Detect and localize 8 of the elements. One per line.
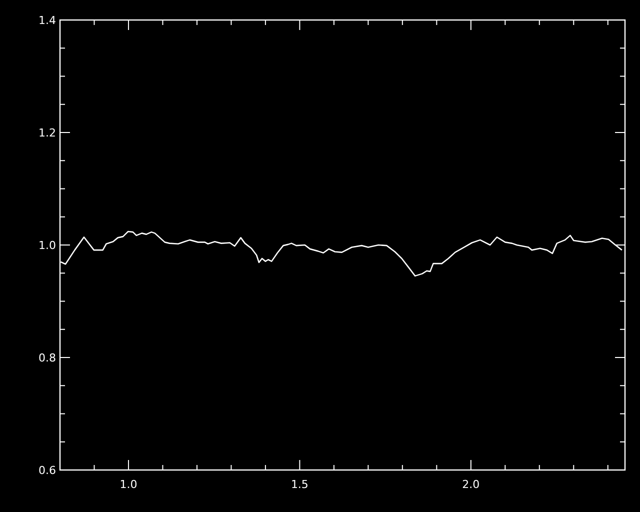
y-tick-label: 1.0 [38,238,56,252]
y-tick-label: 0.6 [38,464,56,477]
y-tick-label: 1.4 [38,14,56,27]
x-tick-label: 1.5 [290,478,308,491]
x-tick-label: 1.0 [120,478,138,491]
y-tick-label: 1.2 [38,126,56,140]
x-tick-label: 2.0 [462,478,480,491]
y-tick-label: 0.8 [38,351,56,364]
